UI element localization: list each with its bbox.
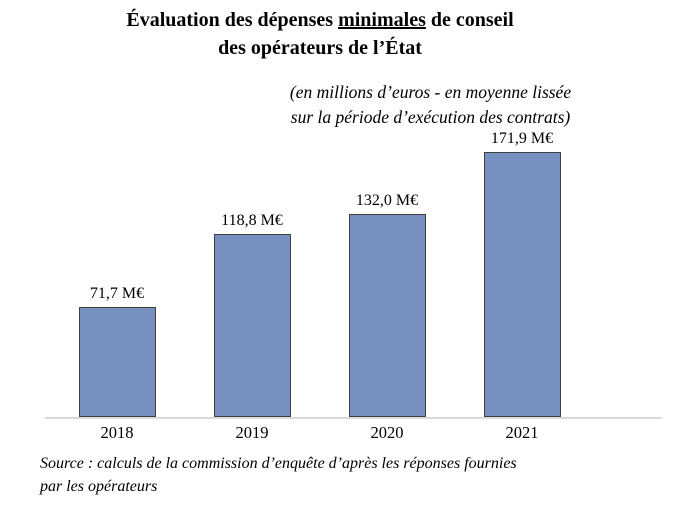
bar-value-label-2020: 132,0 M€ — [355, 192, 419, 209]
chart-title-line1: Évaluation des dépenses minimales de con… — [20, 6, 620, 34]
chart-subtitle: (en millions d’euros - en moyenne lissée… — [178, 80, 683, 130]
bar-2021 — [483, 152, 561, 417]
bar-2020 — [348, 214, 426, 417]
source-note-line2: par les opérateurs — [40, 478, 158, 495]
bar-value-label-2019: 118,8 M€ — [221, 212, 283, 229]
bar-2019 — [213, 234, 291, 417]
chart-subtitle-line2: sur la période d’exécution des contrats) — [290, 107, 571, 127]
title-underlined-word: minimales — [338, 9, 426, 31]
x-tick-label-2019: 2019 — [235, 423, 269, 442]
bar-2018 — [78, 307, 156, 417]
source-note-line1: Source : calculs de la commission d’enqu… — [40, 455, 517, 472]
chart-subtitle-line1: (en millions d’euros - en moyenne lissée — [289, 82, 572, 102]
title-text-pre: Évaluation des dépenses — [126, 9, 339, 31]
plot-area: 71,7 M€ 118,8 M€ 132,0 M€ 171,9 M€ — [45, 130, 662, 419]
x-tick-label-2021: 2021 — [505, 423, 539, 442]
bar-value-label-2021: 171,9 M€ — [490, 130, 554, 147]
title-text-post: de conseil — [425, 9, 514, 31]
source-note: Source : calculs de la commission d’enqu… — [40, 452, 660, 498]
chart-title-line2: des opérateurs de l’État — [218, 37, 422, 59]
x-axis-labels: 2018 2019 2020 2021 — [45, 423, 662, 445]
x-tick-label-2018: 2018 — [100, 423, 134, 442]
bar-value-label-2018: 71,7 M€ — [89, 285, 145, 302]
x-tick-label-2020: 2020 — [370, 423, 404, 442]
chart-title: Évaluation des dépenses minimales de con… — [20, 6, 620, 62]
